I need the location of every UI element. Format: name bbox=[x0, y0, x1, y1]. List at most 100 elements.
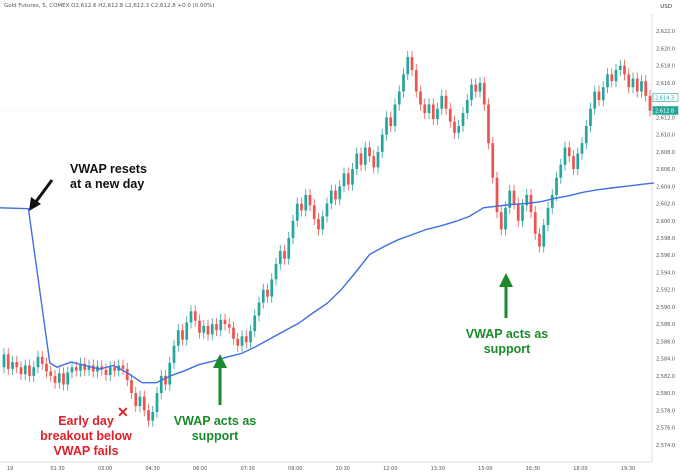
candle-body bbox=[635, 78, 639, 92]
candle-body bbox=[644, 81, 648, 96]
candle-body bbox=[147, 410, 150, 421]
candle-body bbox=[164, 375, 167, 385]
annotation-text: breakout below bbox=[40, 429, 132, 443]
candle-body bbox=[325, 203, 329, 217]
candle-body bbox=[495, 177, 499, 213]
candle-body bbox=[512, 190, 516, 204]
candle-body bbox=[283, 250, 286, 259]
candle-body bbox=[142, 396, 146, 411]
candle-body bbox=[521, 205, 524, 221]
price-label-box bbox=[652, 93, 679, 102]
candle-body bbox=[601, 87, 605, 101]
candle-body bbox=[380, 134, 384, 152]
candle-body bbox=[6, 354, 10, 369]
candle-body bbox=[236, 338, 240, 346]
candle-body bbox=[355, 153, 359, 170]
candle-body bbox=[406, 57, 410, 75]
candle-body bbox=[308, 194, 312, 206]
candle-body bbox=[28, 365, 31, 376]
candle-body bbox=[448, 108, 452, 122]
candle-body bbox=[79, 363, 82, 371]
candle-body bbox=[431, 104, 435, 120]
y-tick-label: 2,620.0 bbox=[656, 46, 675, 52]
candle-body bbox=[363, 147, 367, 165]
candle-body bbox=[312, 205, 316, 220]
candle-body bbox=[474, 84, 478, 92]
y-tick-label: 2,594.0 bbox=[656, 270, 675, 276]
x-tick-label: 10:30 bbox=[336, 466, 350, 472]
candle-body bbox=[113, 367, 116, 371]
x-tick-label: 01:30 bbox=[50, 466, 64, 472]
y-tick-label: 2,576.0 bbox=[656, 426, 675, 432]
candle-body bbox=[244, 336, 248, 343]
candle-body bbox=[372, 156, 376, 168]
y-tick-label: 2,616.0 bbox=[656, 81, 675, 87]
candle-body bbox=[623, 65, 626, 75]
candle-body bbox=[410, 57, 414, 70]
candle-body bbox=[614, 70, 618, 82]
candle-body bbox=[427, 104, 431, 114]
candle-body bbox=[610, 74, 614, 82]
candle-body bbox=[219, 319, 223, 331]
candle-body bbox=[240, 336, 244, 346]
candle-body bbox=[559, 164, 563, 178]
annotation-support-2: VWAP acts as support bbox=[462, 327, 552, 357]
candle-body bbox=[478, 82, 482, 92]
candle-body bbox=[206, 325, 210, 335]
candle-body bbox=[627, 74, 631, 88]
candle-body bbox=[593, 91, 597, 109]
candle-body bbox=[648, 95, 652, 111]
candle-body bbox=[368, 147, 371, 157]
candle-body bbox=[185, 322, 189, 340]
candle-body bbox=[487, 104, 490, 144]
y-tick-label: 2,602.0 bbox=[656, 202, 675, 208]
candle-body bbox=[159, 375, 163, 394]
candle-body bbox=[66, 372, 70, 385]
candle-body bbox=[482, 82, 486, 105]
chart-header-title: Gold Futures, 5, COMEX O2,612.6 H2,612.8… bbox=[4, 3, 215, 9]
candle-body bbox=[389, 117, 393, 126]
candle-body bbox=[19, 367, 23, 375]
candle-body bbox=[351, 169, 354, 185]
y-tick-label: 2,578.0 bbox=[656, 408, 675, 414]
candle-body bbox=[15, 362, 19, 368]
candle-body bbox=[130, 380, 133, 394]
candle-body bbox=[504, 207, 507, 230]
candle-body bbox=[83, 363, 87, 370]
candle-body bbox=[461, 113, 465, 126]
candle-body bbox=[253, 315, 257, 332]
candle-body bbox=[317, 219, 320, 230]
candle-body bbox=[266, 289, 269, 297]
candle-body bbox=[453, 121, 456, 133]
candle-body bbox=[125, 368, 129, 381]
candle-body bbox=[440, 95, 444, 109]
candle-body bbox=[172, 345, 176, 363]
candle-body bbox=[295, 203, 299, 221]
axis-layer: 2,622.02,620.02,618.02,616.02,614.02,612… bbox=[0, 14, 679, 472]
y-tick-label: 2,606.0 bbox=[656, 167, 675, 173]
candle-body bbox=[151, 412, 155, 421]
candle-body bbox=[215, 324, 218, 331]
candle-body bbox=[49, 371, 53, 376]
annotation-text: Early day bbox=[58, 414, 114, 428]
annotation-early-breakout: Early day breakout below VWAP fails bbox=[36, 414, 136, 459]
candle-body bbox=[525, 194, 529, 206]
candle-body bbox=[597, 91, 601, 101]
x-tick-label: 07:30 bbox=[240, 466, 254, 472]
cross-mark-icon: ✕ bbox=[117, 404, 129, 420]
arrow-black-line bbox=[33, 179, 54, 204]
candle-body bbox=[563, 147, 567, 165]
x-tick-label: 16:30 bbox=[526, 466, 540, 472]
candle-body bbox=[555, 177, 558, 195]
candle-body bbox=[414, 70, 418, 92]
candle-body bbox=[516, 203, 520, 221]
annotation-text: VWAP acts as bbox=[465, 327, 549, 341]
candle-body bbox=[2, 354, 6, 368]
x-tick-label: 13:30 bbox=[431, 466, 445, 472]
y-tick-label: 2,608.0 bbox=[656, 150, 675, 156]
x-tick-label: 09:00 bbox=[288, 466, 302, 472]
candle-body bbox=[538, 233, 541, 247]
candle-body bbox=[550, 194, 554, 208]
y-tick-label: 2,584.0 bbox=[656, 357, 675, 363]
candle-body bbox=[338, 186, 342, 200]
